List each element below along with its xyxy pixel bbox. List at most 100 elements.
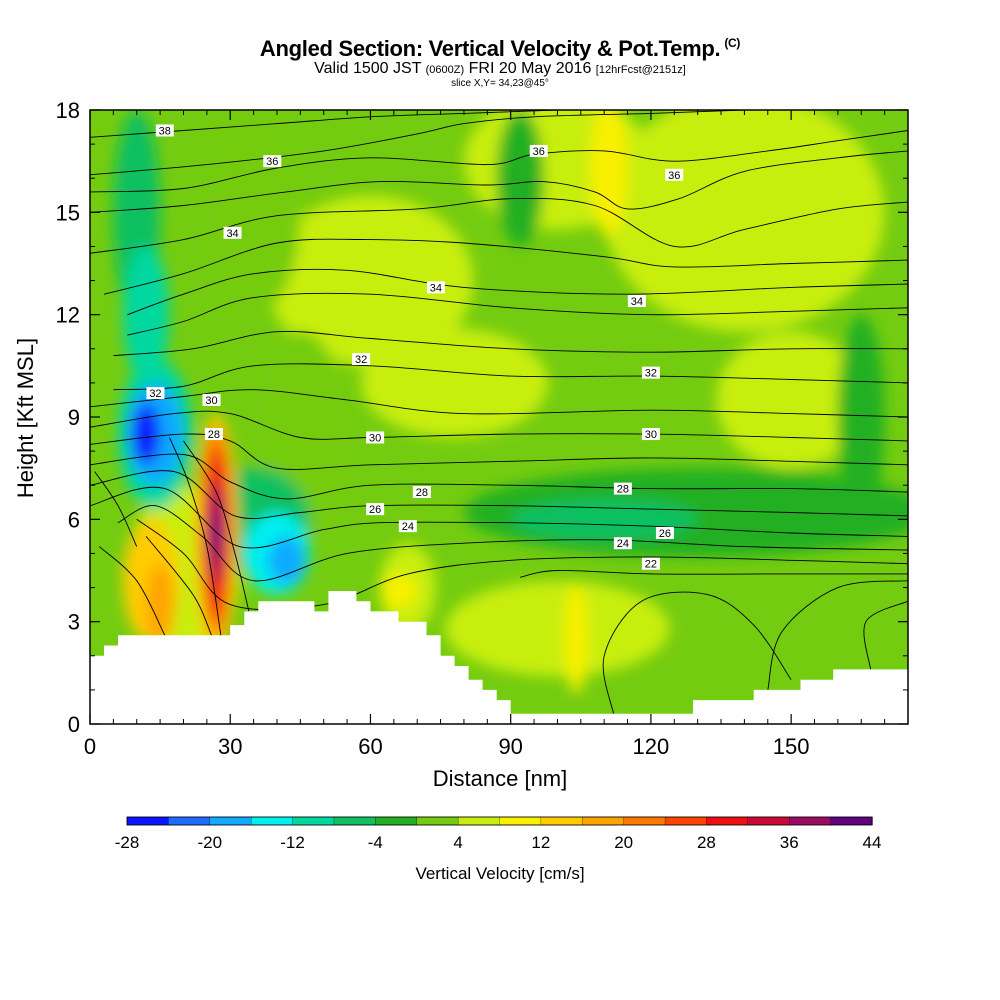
isentrope-label-box xyxy=(641,428,660,441)
isentrope-label-text: 34 xyxy=(430,282,442,294)
velocity-cell xyxy=(379,573,418,609)
colorbar-swatch xyxy=(540,816,583,826)
velocity-cell xyxy=(146,563,175,646)
colorbar-swatch xyxy=(830,816,873,826)
terrain xyxy=(90,591,908,724)
isentrope-line xyxy=(136,518,908,611)
velocity-cell xyxy=(604,110,885,332)
plot-area xyxy=(90,110,908,724)
isentrope-line xyxy=(117,505,908,582)
colorbar-swatch xyxy=(168,816,211,826)
x-tick-label: 60 xyxy=(358,734,382,759)
velocity-cell xyxy=(590,110,628,237)
y-tick-label: 15 xyxy=(56,200,80,225)
colorbar-title: Vertical Velocity [cm/s] xyxy=(415,864,585,883)
isentrope-line xyxy=(98,546,166,636)
isentrope-label: 32 xyxy=(146,387,165,400)
colorbar-swatch xyxy=(582,816,625,826)
y-tick-label: 3 xyxy=(68,610,80,635)
valid-date: FRI 20 May 2016 xyxy=(468,60,592,77)
isentrope-label: 22 xyxy=(641,557,660,571)
colorbar-swatch xyxy=(375,816,418,826)
isentrope-label: 26 xyxy=(366,503,385,516)
isentrope-label: 36 xyxy=(665,168,684,182)
isentrope-label-text: 26 xyxy=(369,504,381,516)
colorbar-swatch xyxy=(789,816,832,826)
isentrope-label: 36 xyxy=(529,144,548,158)
isentrope-label-text: 34 xyxy=(226,228,238,240)
velocity-cell xyxy=(445,580,670,677)
isentrope-label: 26 xyxy=(655,526,674,540)
isentrope-label-box xyxy=(155,124,174,137)
isentrope-label: 30 xyxy=(641,428,660,441)
colorbar-swatch xyxy=(209,816,252,826)
y-tick-label: 18 xyxy=(56,98,80,123)
isentrope-label-text: 36 xyxy=(533,146,545,158)
isentrope-label-text: 26 xyxy=(659,528,671,540)
isentrope-line xyxy=(90,410,908,442)
isentrope-label-text: 24 xyxy=(617,538,629,550)
isentrope-line xyxy=(767,580,908,691)
colorbar-frame xyxy=(126,816,873,826)
colorbar-swatch xyxy=(664,816,708,826)
valid-utc: (0600Z) xyxy=(425,64,465,76)
isentrope-label-text: 36 xyxy=(668,170,680,182)
isentrope-label: 32 xyxy=(641,366,660,380)
isentrope-label-box xyxy=(641,557,660,570)
isentrope-label-box xyxy=(263,155,282,168)
velocity-cell xyxy=(211,505,221,561)
isentrope-line xyxy=(90,110,745,176)
isentrope-label: 36 xyxy=(263,155,282,168)
colorbar-swatch xyxy=(292,816,335,826)
isentrope-line xyxy=(103,238,908,295)
isentrope-label-box xyxy=(204,428,223,441)
isentrope-label: 28 xyxy=(412,486,431,499)
x-tick-label: 90 xyxy=(498,734,522,759)
slice-info: slice X,Y= 34,23@45° xyxy=(451,78,549,89)
isentrope-label: 38 xyxy=(155,124,174,137)
velocity-cell xyxy=(564,584,588,694)
colorbar-swatch xyxy=(333,816,376,826)
x-tick-label: 150 xyxy=(773,734,810,759)
colorbar-tick-label: -12 xyxy=(280,833,305,852)
valid-time: Valid 1500 JST (0600Z) FRI 20 May 2016 [… xyxy=(0,60,1000,78)
isentrope-label-text: 30 xyxy=(369,432,381,444)
colorbar-tick-label: -28 xyxy=(115,833,140,852)
y-tick-label: 12 xyxy=(56,303,80,328)
colorbar-swatch xyxy=(416,816,459,826)
isentrope-label-text: 28 xyxy=(617,484,629,496)
isentrope-label-box xyxy=(655,526,674,539)
isentrope-label: 28 xyxy=(204,428,223,441)
isentrope-label: 30 xyxy=(366,431,385,444)
isentrope-label-text: 36 xyxy=(266,156,278,168)
isentrope-label-text: 34 xyxy=(631,296,643,308)
isentrope-label-box xyxy=(366,431,385,444)
chart-title-text: Angled Section: Vertical Velocity & Pot.… xyxy=(259,36,721,61)
velocity-cell xyxy=(267,536,306,585)
velocity-cell xyxy=(206,110,301,315)
y-tick-label: 0 xyxy=(68,712,80,737)
colorbar-tick-label: 20 xyxy=(614,833,633,852)
isentrope-line xyxy=(90,453,908,500)
isentrope-label-box xyxy=(641,366,660,379)
colorbar-tick-label: 4 xyxy=(453,833,462,852)
isentrope-label-text: 32 xyxy=(355,354,367,366)
title-unit: (C) xyxy=(724,36,741,50)
velocity-cell xyxy=(716,331,866,469)
isentrope-label-box xyxy=(366,503,385,516)
isentrope-label-text: 32 xyxy=(645,368,657,380)
isentrope-line xyxy=(519,569,908,578)
isentrope-label-box xyxy=(613,482,632,495)
isentrope-label: 34 xyxy=(223,226,242,240)
colorbar-swatch xyxy=(706,816,749,826)
isentrope-label-box xyxy=(398,520,417,533)
isentrope-label: 24 xyxy=(613,537,632,550)
x-tick-label: 0 xyxy=(84,734,96,759)
isentrope-line xyxy=(169,437,222,636)
isentrope-line xyxy=(602,591,792,714)
isentrope-line xyxy=(113,330,908,357)
isentrope-labels: 38 36 36 36 34 34 34 32 32 32 30 30 30 28 28 28 26 26 24 24… xyxy=(146,124,684,571)
y-axis-title: Height [Kft MSL] xyxy=(13,337,38,499)
velocity-cell xyxy=(496,110,544,247)
